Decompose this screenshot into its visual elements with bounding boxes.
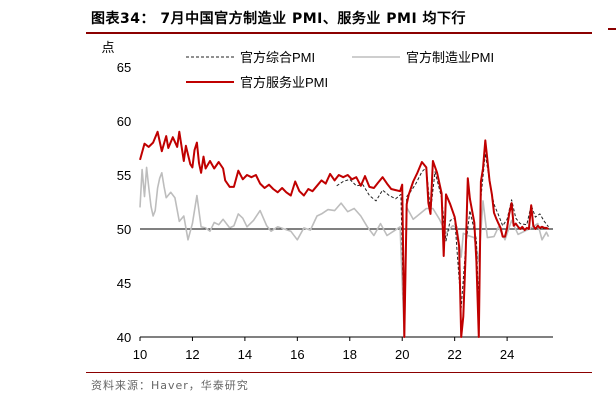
source-rule <box>86 372 592 373</box>
edge-rule <box>608 28 616 30</box>
x-tick-label: 24 <box>500 347 514 362</box>
x-tick-label: 18 <box>343 347 357 362</box>
x-tick-label: 14 <box>238 347 252 362</box>
y-tick-label: 40 <box>117 330 131 345</box>
legend-composite-label: 官方综合PMI <box>240 50 315 65</box>
x-tick-label: 16 <box>290 347 304 362</box>
x-tick-label: 22 <box>447 347 461 362</box>
y-tick-label: 45 <box>117 276 131 291</box>
y-tick-label: 60 <box>117 114 131 129</box>
legend-services-label: 官方服务业PMI <box>240 75 328 90</box>
y-tick-label: 55 <box>117 168 131 183</box>
series-manufacturing-pmi <box>139 166 550 338</box>
legend-manufacturing-label: 官方制造业PMI <box>406 50 494 65</box>
x-tick-label: 12 <box>185 347 199 362</box>
source-note: 资料来源：Haver，华泰研究 <box>91 379 249 392</box>
y-axis: 40 45 50 55 60 65 <box>117 60 131 345</box>
y-tick-label: 65 <box>117 60 131 75</box>
title-rule <box>86 32 592 34</box>
y-tick-label: 50 <box>117 222 131 237</box>
series-services-pmi <box>139 130 549 338</box>
series-layer <box>139 130 550 338</box>
figure-title: 图表34： 7月中国官方制造业 PMI、服务业 PMI 均下行 <box>91 11 467 27</box>
x-tick-label: 10 <box>133 347 147 362</box>
x-axis: 10 12 14 16 18 20 22 24 <box>133 337 514 362</box>
y-axis-label: 点 <box>101 40 114 55</box>
series-composite-pmi <box>336 152 549 338</box>
legend: 官方综合PMI 官方制造业PMI 官方服务业PMI <box>186 50 494 90</box>
x-tick-label: 20 <box>395 347 409 362</box>
